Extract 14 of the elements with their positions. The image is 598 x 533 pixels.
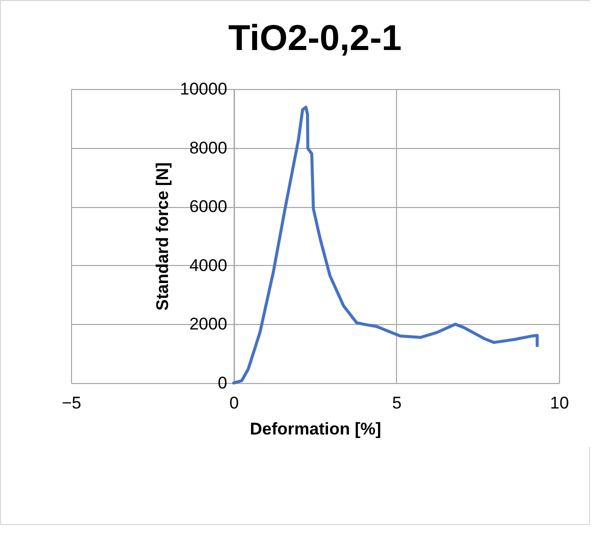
x-tick-label: 10: [550, 394, 569, 412]
y-tick-label: 0: [218, 374, 228, 392]
y-tick-label: 6000: [189, 197, 228, 216]
y-tick-label: 10000: [180, 80, 228, 98]
chart-title: TiO2-0,2-1: [228, 17, 402, 58]
y-tick-label: 2000: [189, 314, 228, 334]
y-axis-title: Standard force [N]: [152, 162, 172, 311]
x-axis-title: Deformation [%]: [250, 420, 382, 438]
line-series: [232, 106, 539, 384]
y-tick-label: 4000: [189, 256, 228, 275]
x-tick-label: 5: [392, 394, 402, 412]
x-tick-label: −5: [62, 394, 82, 412]
y-tick-label: 8000: [189, 138, 228, 158]
x-tick-label: 0: [229, 394, 239, 412]
